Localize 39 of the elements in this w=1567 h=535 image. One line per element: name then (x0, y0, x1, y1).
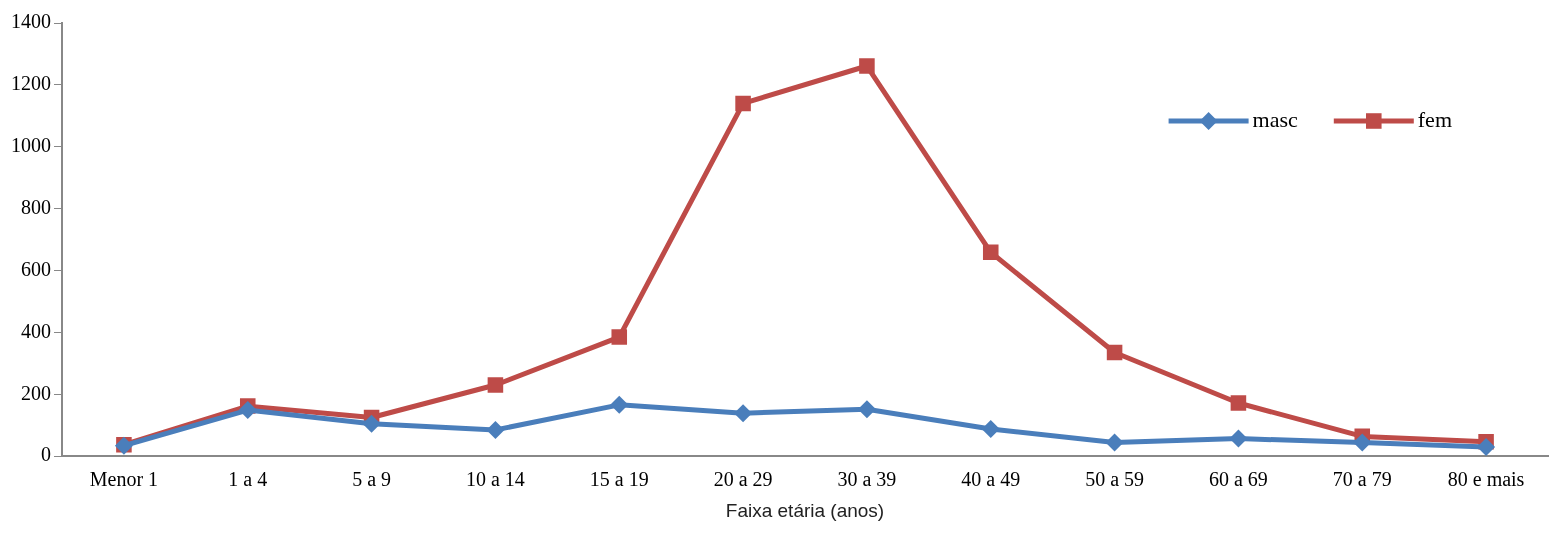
point (362, 414, 381, 433)
point (735, 95, 751, 112)
x-tick-label: Menor 1 (89, 468, 159, 491)
point (1106, 344, 1123, 361)
y-tick-label: 0 (41, 443, 51, 466)
point (610, 395, 629, 414)
y-tick-label: 1000 (11, 134, 51, 157)
x-tick-label: 15 a 19 (589, 468, 649, 491)
point (982, 244, 999, 261)
x-tick-label: 50 a 59 (1085, 468, 1145, 491)
y-tick-label: 200 (21, 381, 51, 404)
x-tick-label: 60 a 69 (1208, 468, 1268, 491)
point (238, 401, 257, 420)
point (486, 420, 505, 439)
point (1229, 429, 1248, 448)
point (981, 419, 1000, 438)
legend-label: masc (1252, 106, 1299, 132)
y-tick-label: 1200 (11, 72, 51, 95)
x-tick-label: 20 a 29 (713, 468, 773, 491)
point (1230, 395, 1247, 411)
x-tick-label: 70 a 79 (1332, 468, 1392, 491)
x-tick-label: 1 a 4 (228, 468, 268, 491)
x-tick-label: 40 a 49 (961, 468, 1021, 491)
y-tick-label: 800 (21, 195, 51, 218)
point (1353, 433, 1372, 452)
point (859, 58, 875, 74)
point (487, 377, 504, 393)
x-tick-label: 30 a 39 (837, 468, 897, 491)
y-tick-label: 1400 (11, 10, 51, 33)
legend-label: fem (1417, 106, 1452, 132)
x-tick-label: 80 e mais (1447, 468, 1525, 491)
x-tick-label: 10 a 14 (465, 468, 525, 491)
y-tick-label: 400 (21, 319, 51, 342)
point (1477, 437, 1496, 456)
point (611, 329, 628, 345)
x-tick-label: 5 a 9 (352, 468, 392, 491)
x-axis-title: Faixa etária (anos) (725, 499, 885, 521)
y-tick-label: 600 (21, 257, 51, 280)
point (1105, 433, 1124, 452)
